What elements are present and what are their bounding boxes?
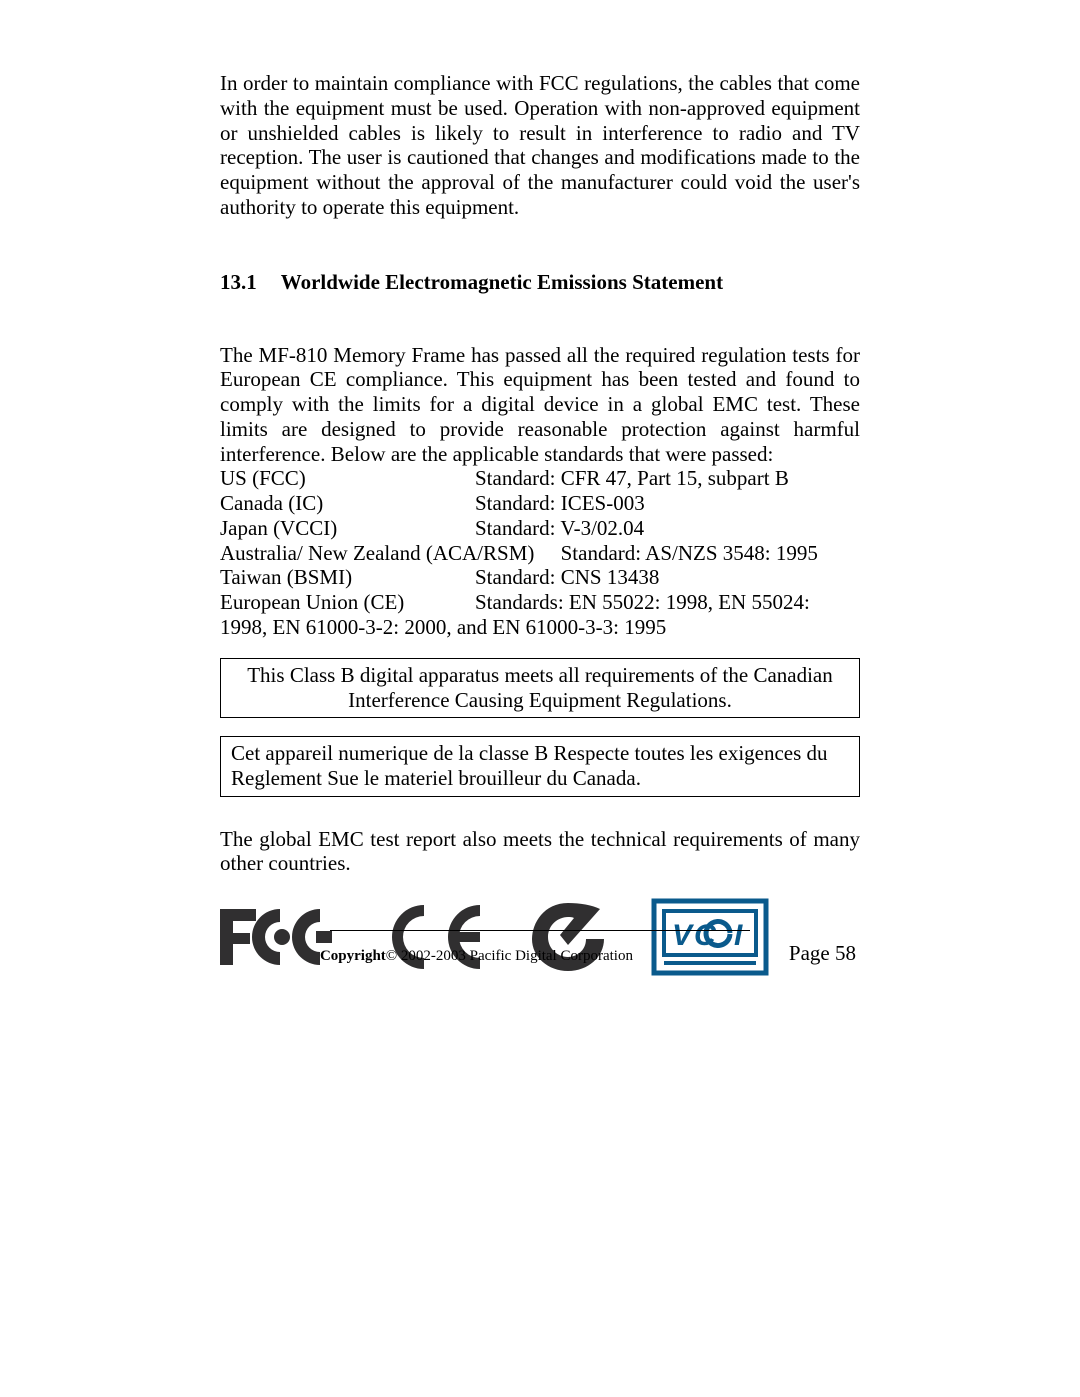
- region: US (FCC): [220, 466, 475, 491]
- region: Japan (VCCI): [220, 516, 475, 541]
- standard: Standard: CFR 47, Part 15, subpart B: [475, 466, 860, 491]
- notice-box-french: Cet appareil numerique de la classe B Re…: [220, 736, 860, 796]
- section-title: Worldwide Electromagnetic Emissions Stat…: [281, 270, 723, 294]
- standard: Standard: ICES-003: [475, 491, 860, 516]
- section-heading: 13.1 Worldwide Electromagnetic Emissions …: [220, 270, 860, 295]
- preamble: The MF-810 Memory Frame has passed all t…: [220, 343, 860, 467]
- copyright-rest: © 2002-2003 Pacific Digital Corporation: [386, 948, 633, 964]
- document-page: In order to maintain compliance with FCC…: [0, 0, 1080, 1027]
- standard: Standards: EN 55022: 1998, EN 55024:: [475, 590, 860, 615]
- page-footer: Copyright© 2002-2003 Pacific Digital Cor…: [220, 930, 860, 966]
- standard-row: US (FCC) Standard: CFR 47, Part 15, subp…: [220, 466, 860, 491]
- region: European Union (CE): [220, 590, 475, 615]
- standard-row: Canada (IC) Standard: ICES-003: [220, 491, 860, 516]
- section-number: 13.1: [220, 270, 257, 295]
- standard-row: Japan (VCCI) Standard: V-3/02.04: [220, 516, 860, 541]
- region: Taiwan (BSMI): [220, 565, 475, 590]
- closing-paragraph: The global EMC test report also meets th…: [220, 827, 860, 877]
- copyright-bold: Copyright: [320, 948, 386, 964]
- standard: Standard: V-3/02.04: [475, 516, 860, 541]
- page-number: Page 58: [789, 941, 856, 966]
- notice-box-english: This Class B digital apparatus meets all…: [220, 658, 860, 718]
- region: Canada (IC): [220, 491, 475, 516]
- standard-row: European Union (CE) Standards: EN 55022:…: [220, 590, 860, 615]
- copyright-text: Copyright© 2002-2003 Pacific Digital Cor…: [224, 948, 729, 965]
- standard-row-eu-cont: 1998, EN 61000-3-2: 2000, and EN 61000-3…: [220, 615, 860, 640]
- intro-paragraph: In order to maintain compliance with FCC…: [220, 71, 860, 220]
- standard: Standard: CNS 13438: [475, 565, 860, 590]
- footer-rule: [330, 930, 750, 931]
- standard-row: Taiwan (BSMI) Standard: CNS 13438: [220, 565, 860, 590]
- standard-row-aus: Australia/ New Zealand (ACA/RSM) Standar…: [220, 541, 860, 566]
